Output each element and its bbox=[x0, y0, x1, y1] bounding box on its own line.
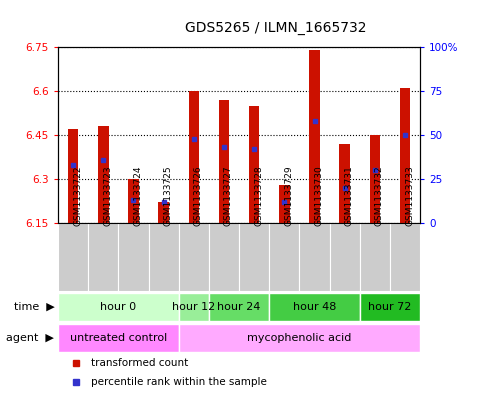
Bar bbox=[68, 129, 78, 223]
Text: untreated control: untreated control bbox=[70, 333, 167, 343]
Bar bbox=[249, 106, 259, 223]
Bar bbox=[390, 223, 420, 291]
Text: GDS5265 / ILMN_1665732: GDS5265 / ILMN_1665732 bbox=[185, 21, 366, 35]
Bar bbox=[299, 223, 330, 291]
Text: hour 0: hour 0 bbox=[100, 302, 136, 312]
Text: hour 12: hour 12 bbox=[172, 302, 215, 312]
Bar bbox=[209, 223, 239, 291]
Bar bbox=[369, 135, 380, 223]
Text: hour 24: hour 24 bbox=[217, 302, 261, 312]
Text: GSM1133727: GSM1133727 bbox=[224, 166, 233, 226]
Bar bbox=[360, 223, 390, 291]
Bar bbox=[179, 324, 420, 353]
Bar bbox=[270, 223, 299, 291]
Text: GSM1133732: GSM1133732 bbox=[375, 166, 384, 226]
Bar bbox=[209, 293, 270, 321]
Bar bbox=[179, 293, 209, 321]
Text: hour 48: hour 48 bbox=[293, 302, 336, 312]
Bar bbox=[309, 50, 320, 223]
Bar bbox=[239, 223, 270, 291]
Text: GSM1133725: GSM1133725 bbox=[164, 166, 172, 226]
Text: agent  ▶: agent ▶ bbox=[6, 333, 54, 343]
Bar bbox=[158, 202, 169, 223]
Bar bbox=[98, 126, 109, 223]
Bar bbox=[330, 223, 360, 291]
Bar bbox=[118, 223, 149, 291]
Text: GSM1133726: GSM1133726 bbox=[194, 166, 203, 226]
Text: transformed count: transformed count bbox=[91, 358, 188, 368]
Bar bbox=[149, 223, 179, 291]
Text: GSM1133729: GSM1133729 bbox=[284, 166, 293, 226]
Text: GSM1133728: GSM1133728 bbox=[254, 166, 263, 226]
Text: GSM1133730: GSM1133730 bbox=[314, 166, 324, 226]
Bar bbox=[188, 91, 199, 223]
Bar bbox=[270, 293, 360, 321]
Bar bbox=[58, 293, 179, 321]
Bar bbox=[179, 223, 209, 291]
Bar bbox=[340, 144, 350, 223]
Text: hour 72: hour 72 bbox=[369, 302, 412, 312]
Bar bbox=[279, 185, 290, 223]
Text: percentile rank within the sample: percentile rank within the sample bbox=[91, 377, 267, 387]
Bar bbox=[219, 100, 229, 223]
Text: GSM1133724: GSM1133724 bbox=[133, 166, 142, 226]
Bar bbox=[58, 324, 179, 353]
Bar bbox=[128, 179, 139, 223]
Bar bbox=[88, 223, 118, 291]
Bar bbox=[400, 88, 411, 223]
Text: GSM1133733: GSM1133733 bbox=[405, 166, 414, 226]
Text: GSM1133731: GSM1133731 bbox=[345, 166, 354, 226]
Text: mycophenolic acid: mycophenolic acid bbox=[247, 333, 352, 343]
Bar bbox=[360, 293, 420, 321]
Bar bbox=[58, 223, 88, 291]
Text: GSM1133722: GSM1133722 bbox=[73, 166, 82, 226]
Text: time  ▶: time ▶ bbox=[14, 302, 54, 312]
Text: GSM1133723: GSM1133723 bbox=[103, 166, 112, 226]
